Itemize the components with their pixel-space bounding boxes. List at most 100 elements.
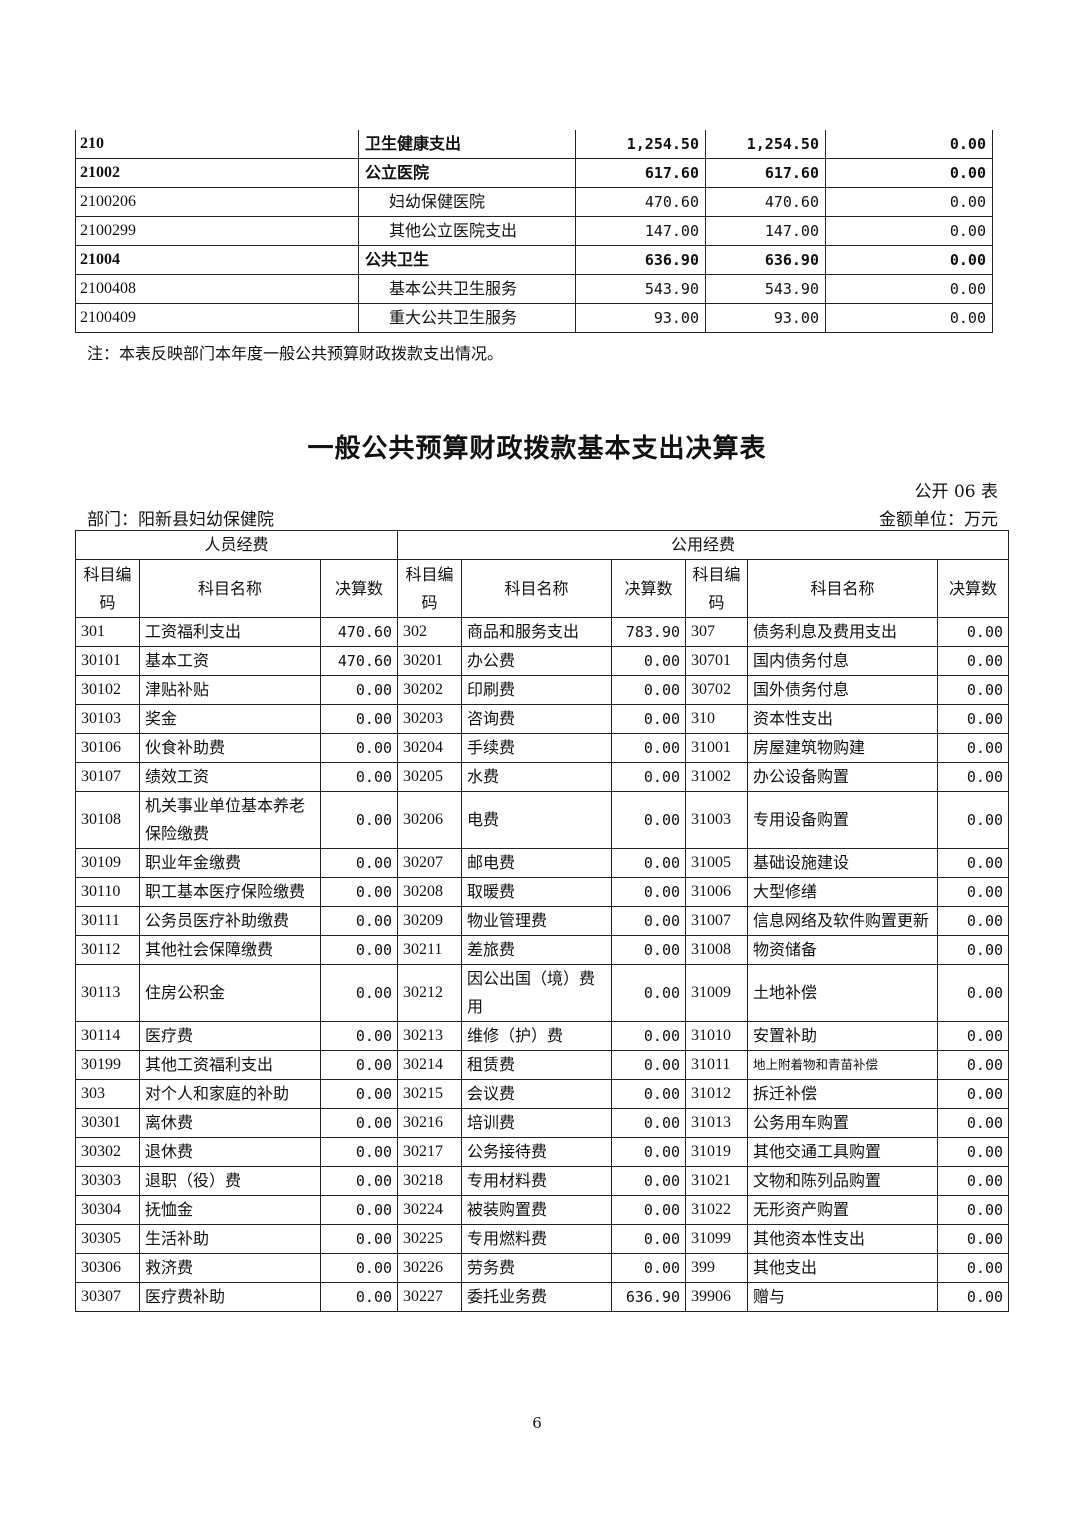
appropriation-expenditure-table: 210 卫生健康支出 1,254.50 1,254.50 0.00 21002 公立医院 61… <box>75 130 993 333</box>
amount: 0.00 <box>611 1224 687 1254</box>
subject-code: 31011 <box>685 1050 749 1080</box>
amount-basic: 470.60 <box>705 187 826 217</box>
subject-code: 30303 <box>75 1166 140 1196</box>
subject-code: 30108 <box>75 791 140 849</box>
amount: 0.00 <box>937 733 1010 763</box>
subject-code: 30203 <box>397 704 463 734</box>
amount: 0.00 <box>937 1253 1010 1283</box>
header-code: 科目编码 <box>75 559 140 618</box>
subject-code: 30202 <box>397 675 463 705</box>
amount: 0.00 <box>319 1021 399 1051</box>
subject-code: 30301 <box>75 1108 140 1138</box>
amount: 0.00 <box>611 964 687 1022</box>
amount-basic: 636.90 <box>705 245 826 275</box>
amount-project: 0.00 <box>825 187 993 217</box>
subject-code: 30208 <box>397 877 463 907</box>
amount: 0.00 <box>937 964 1010 1022</box>
amount-basic: 93.00 <box>705 303 826 333</box>
subject-name: 资本性支出 <box>747 704 939 734</box>
subject-name: 公务接待费 <box>461 1137 613 1167</box>
amount: 0.00 <box>937 762 1010 792</box>
subject-code: 30307 <box>75 1282 140 1312</box>
amount: 0.00 <box>937 1079 1010 1109</box>
subject-code: 30227 <box>397 1282 463 1312</box>
subject-name: 会议费 <box>461 1079 613 1109</box>
amount: 0.00 <box>611 1050 687 1080</box>
amount-project: 0.00 <box>825 303 993 333</box>
subject-code: 30102 <box>75 675 140 705</box>
amount-project: 0.00 <box>825 130 993 159</box>
subject-name: 绩效工资 <box>139 762 321 792</box>
subject-code: 30107 <box>75 762 140 792</box>
subject-name: 土地补偿 <box>747 964 939 1022</box>
subject-code: 31006 <box>685 877 749 907</box>
subject-name: 办公设备购置 <box>747 762 939 792</box>
subject-name: 卫生健康支出 <box>358 130 576 159</box>
subject-code: 31003 <box>685 791 749 849</box>
subject-name: 其他资本性支出 <box>747 1224 939 1254</box>
table-row: 30103 奖金 0.00 30203 咨询费 0.00 310 资本性支出 0.00 <box>75 704 1010 734</box>
header-amount: 决算数 <box>611 559 687 618</box>
amount: 0.00 <box>611 675 687 705</box>
amount: 0.00 <box>611 1108 687 1138</box>
table-row: 30114 医疗费 0.00 30213 维修（护）费 0.00 31010 安置补助 0.00 <box>75 1021 1010 1051</box>
subject-name: 公务员医疗补助缴费 <box>139 906 321 936</box>
subject-name: 住房公积金 <box>139 964 321 1022</box>
subject-code: 30214 <box>397 1050 463 1080</box>
amount-total: 636.90 <box>575 245 706 275</box>
amount: 0.00 <box>319 848 399 878</box>
subject-name: 安置补助 <box>747 1021 939 1051</box>
subject-name: 文物和陈列品购置 <box>747 1166 939 1196</box>
amount: 0.00 <box>611 733 687 763</box>
amount-project: 0.00 <box>825 158 993 188</box>
table-row: 30305 生活补助 0.00 30225 专用燃料费 0.00 31099 其他资本性支出 0… <box>75 1224 1010 1254</box>
amount: 0.00 <box>937 1108 1010 1138</box>
amount: 470.60 <box>319 617 399 647</box>
subject-name: 职业年金缴费 <box>139 848 321 878</box>
department-label: 部门：阳新县妇幼保健院 <box>87 510 274 530</box>
table-row: 301 工资福利支出 470.60 302 商品和服务支出 783.90 307 债务利息及费… <box>75 617 1010 647</box>
amount: 636.90 <box>611 1282 687 1312</box>
subject-name: 抚恤金 <box>139 1195 321 1225</box>
subject-code: 303 <box>75 1079 140 1109</box>
subject-code: 30226 <box>397 1253 463 1283</box>
subject-name: 商品和服务支出 <box>461 617 613 647</box>
table-row: 30107 绩效工资 0.00 30205 水费 0.00 31002 办公设备购置 0.00 <box>75 762 1010 792</box>
subject-name: 国外债务付息 <box>747 675 939 705</box>
amount: 0.00 <box>319 733 399 763</box>
amount: 0.00 <box>937 646 1010 676</box>
subject-code: 21002 <box>75 158 359 188</box>
subject-code: 31002 <box>685 762 749 792</box>
amount: 0.00 <box>611 646 687 676</box>
amount: 470.60 <box>319 646 399 676</box>
amount: 0.00 <box>937 1137 1010 1167</box>
subject-code: 21004 <box>75 245 359 275</box>
amount: 783.90 <box>611 617 687 647</box>
amount-total: 1,254.50 <box>575 130 706 159</box>
amount-total: 93.00 <box>575 303 706 333</box>
basic-expenditure-table: 人员经费 公用经费 科目编码 科目名称 决算数 科目编码 科目名称 决算数 科目编码 科目名称… <box>74 530 1010 1312</box>
subject-name: 其他公立医院支出 <box>358 216 576 246</box>
header-amount: 决算数 <box>319 559 399 618</box>
header-name: 科目名称 <box>139 559 321 618</box>
table-row: 2100408 基本公共卫生服务 543.90 543.90 0.00 <box>75 274 993 304</box>
subject-code: 30701 <box>685 646 749 676</box>
subject-name: 租赁费 <box>461 1050 613 1080</box>
header-amount: 决算数 <box>937 559 1010 618</box>
unit-label: 金额单位：万元 <box>879 510 998 530</box>
subject-code: 30101 <box>75 646 140 676</box>
subject-code: 31009 <box>685 964 749 1022</box>
subject-name: 津贴补贴 <box>139 675 321 705</box>
subject-name: 重大公共卫生服务 <box>358 303 576 333</box>
amount: 0.00 <box>611 1195 687 1225</box>
subject-name: 公务用车购置 <box>747 1108 939 1138</box>
table-row: 30111 公务员医疗补助缴费 0.00 30209 物业管理费 0.00 31007 信息网… <box>75 906 1010 936</box>
amount: 0.00 <box>611 1021 687 1051</box>
subject-code: 30225 <box>397 1224 463 1254</box>
table-note: 注：本表反映部门本年度一般公共预算财政拨款支出情况。 <box>87 344 504 363</box>
group-header-row: 人员经费 公用经费 <box>74 530 1010 560</box>
amount: 0.00 <box>611 762 687 792</box>
subject-code: 210 <box>75 130 359 159</box>
subject-code: 31001 <box>685 733 749 763</box>
subject-name: 咨询费 <box>461 704 613 734</box>
